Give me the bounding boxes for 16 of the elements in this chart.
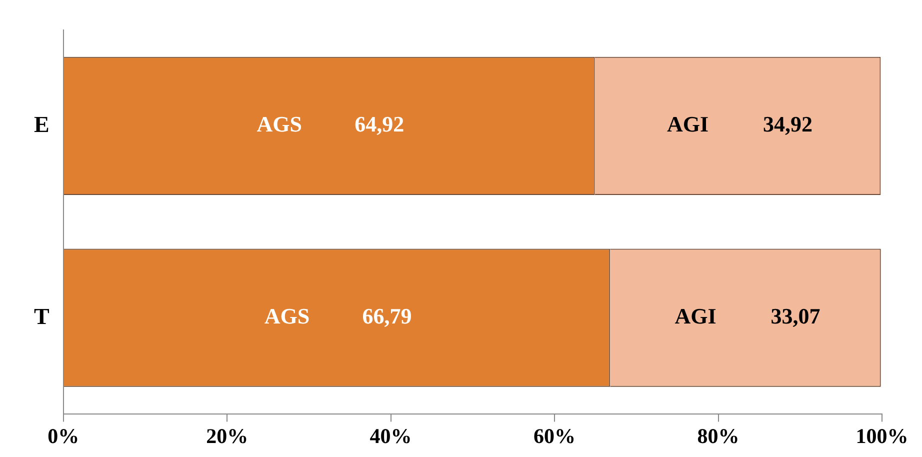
x-tick-label: 60%: [534, 424, 576, 448]
y-tick-label: T: [34, 304, 50, 329]
data-label: 66,79: [362, 304, 412, 329]
x-tick-label: 20%: [206, 424, 248, 448]
text: AGI: [674, 304, 716, 329]
data-label: 33,07: [770, 304, 820, 329]
x-tick-label: 80%: [697, 424, 740, 448]
x-tick-label: 100%: [856, 424, 908, 448]
data-label: 34,92: [763, 112, 812, 137]
series-label: AGI: [666, 112, 709, 137]
series-label: AGS: [256, 112, 302, 137]
data-label: 64,92: [354, 112, 404, 137]
text: AGS: [264, 304, 310, 329]
x-tick-label: 40%: [370, 424, 412, 448]
x-tick-label: 0%: [48, 424, 80, 448]
y-tick-label: E: [34, 112, 50, 137]
